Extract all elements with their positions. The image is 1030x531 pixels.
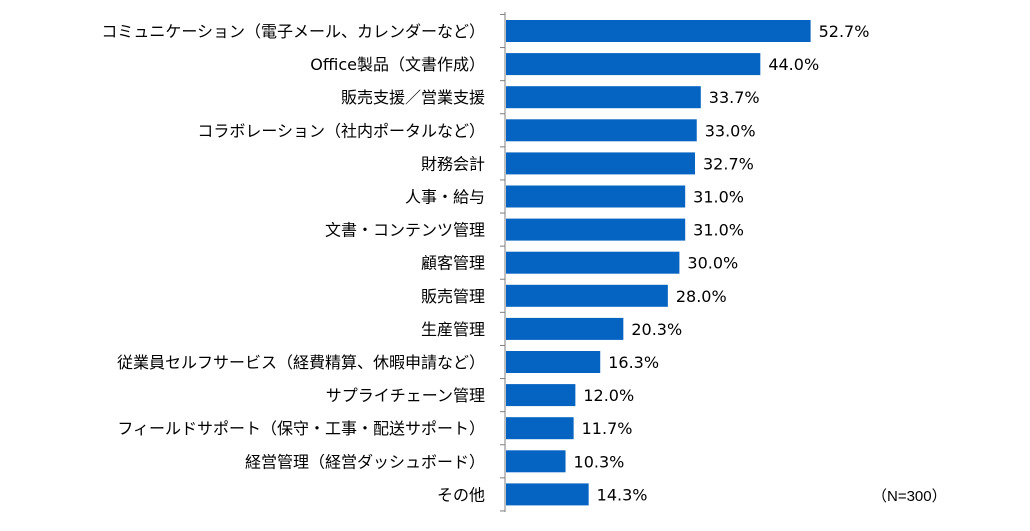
value-label: 14.3%	[597, 485, 648, 504]
category-labels: コミュニケーション（電子メール、カレンダーなど） Office製品（文書作成） 販売…	[101, 22, 485, 504]
bar	[506, 384, 576, 407]
bar	[506, 317, 624, 340]
value-label: 31.0%	[693, 188, 744, 207]
category-label: 生産管理	[421, 320, 485, 339]
y-axis-ticks	[500, 13, 505, 512]
category-label: サプライチェーン管理	[326, 386, 485, 405]
value-label: 12.0%	[583, 386, 634, 405]
category-label: フィールドサポート（保守・工事・配送サポート）	[117, 419, 485, 438]
bar	[506, 53, 761, 76]
category-label: 顧客管理	[421, 254, 485, 273]
bar	[506, 450, 566, 473]
bar	[506, 185, 686, 208]
category-label: 販売支援／営業支援	[341, 88, 485, 107]
bar	[506, 218, 686, 241]
bar	[506, 251, 680, 274]
value-label: 16.3%	[608, 353, 659, 372]
value-label: 11.7%	[582, 419, 633, 438]
value-label: 28.0%	[676, 287, 727, 306]
value-label: 33.0%	[705, 121, 756, 140]
value-label: 31.0%	[693, 221, 744, 240]
bar	[506, 351, 601, 373]
category-label: Office製品（文書作成）	[310, 55, 485, 74]
bar	[506, 119, 697, 142]
bar	[506, 86, 701, 109]
bar	[506, 152, 696, 175]
category-label: 経営管理（経営ダッシュボード）	[245, 452, 485, 471]
category-label: コミュニケーション（電子メール、カレンダーなど）	[101, 22, 485, 41]
bars	[506, 20, 811, 506]
value-label: 20.3%	[631, 320, 682, 339]
category-label: その他	[437, 485, 485, 504]
bar	[506, 417, 574, 440]
value-label: 44.0%	[768, 55, 819, 74]
value-label: 10.3%	[574, 452, 625, 471]
value-label: 30.0%	[687, 254, 738, 273]
value-label: 33.7%	[709, 88, 760, 107]
sample-size-note: （N=300）	[872, 488, 947, 505]
category-label: コラボレーション（社内ポータルなど）	[197, 121, 485, 140]
category-label: 従業員セルフサービス（経費精算、休暇申請など）	[117, 353, 485, 372]
category-label: 文書・コンテンツ管理	[325, 221, 485, 240]
value-label: 32.7%	[703, 154, 754, 173]
bar	[506, 20, 811, 42]
bar	[506, 284, 668, 307]
category-label: 人事・給与	[405, 188, 485, 207]
category-label: 財務会計	[421, 154, 485, 173]
bar	[506, 483, 589, 506]
category-label: 販売管理	[421, 287, 485, 306]
value-label: 52.7%	[819, 22, 870, 41]
value-labels: 52.7%44.0% 33.7% 33.0% 32.7% 31.0% 31.0% 30.0%…	[574, 22, 870, 504]
